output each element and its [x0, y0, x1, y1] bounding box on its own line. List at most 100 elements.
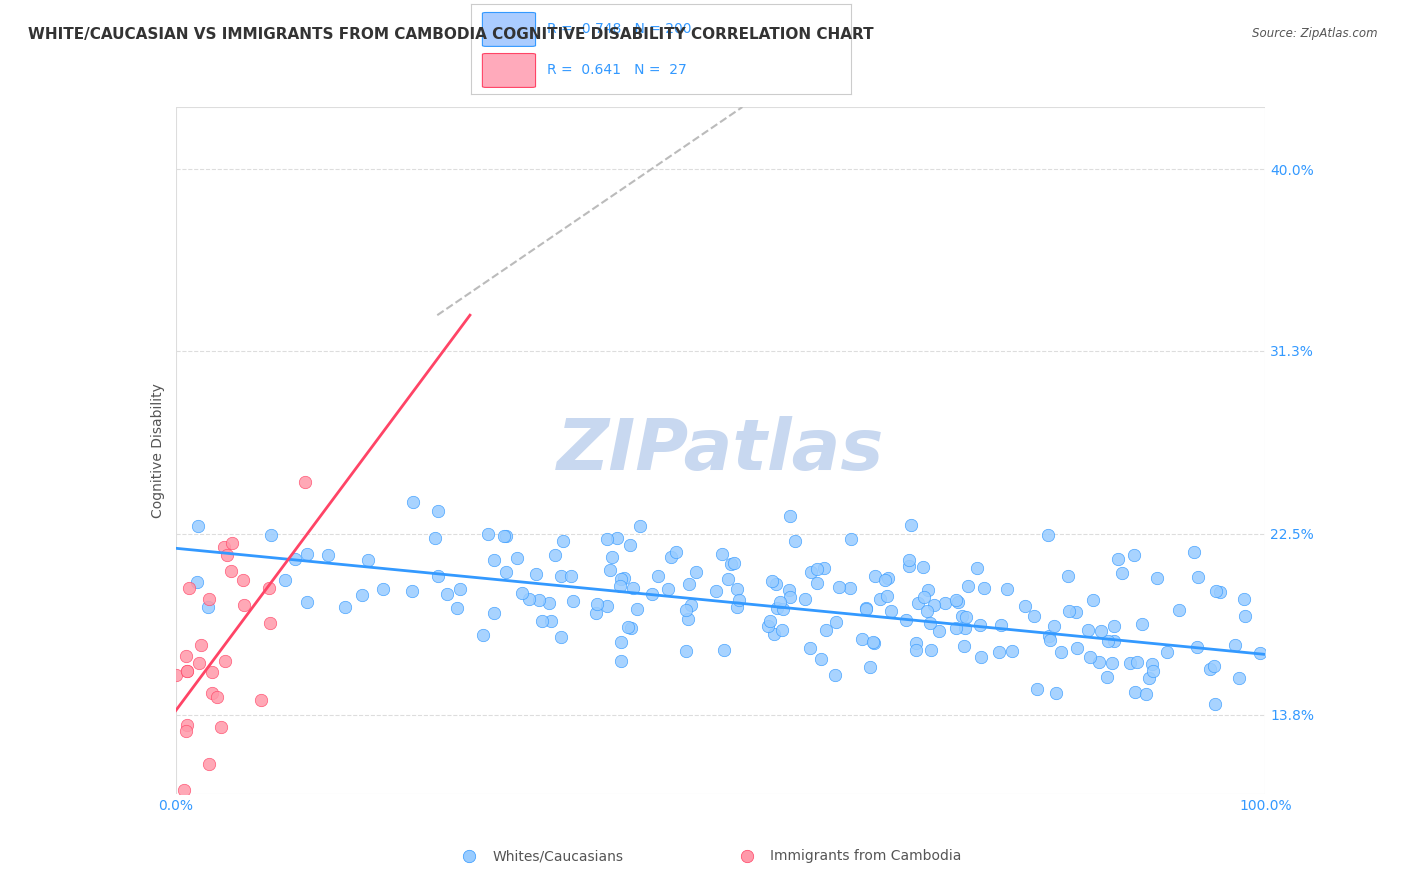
FancyBboxPatch shape	[482, 12, 536, 46]
Point	[1182, 544, 1205, 558]
Point	[1198, 662, 1220, 676]
Point	[1101, 656, 1123, 670]
Point	[190, 638, 212, 652]
Point	[783, 534, 806, 549]
Point	[1119, 656, 1142, 670]
Point	[945, 621, 967, 635]
Point	[1204, 659, 1226, 673]
Point	[212, 541, 235, 555]
Point	[970, 650, 993, 665]
Point	[560, 569, 582, 583]
Point	[918, 615, 941, 630]
Point	[1066, 640, 1088, 655]
Text: WHITE/CAUCASIAN VS IMMIGRANTS FROM CAMBODIA COGNITIVE DISABILITY CORRELATION CHA: WHITE/CAUCASIAN VS IMMIGRANTS FROM CAMBO…	[28, 27, 873, 42]
Point	[735, 849, 758, 863]
Point	[912, 591, 935, 605]
Point	[613, 571, 636, 585]
Point	[769, 595, 792, 609]
Point	[704, 583, 727, 598]
Point	[427, 504, 450, 518]
Point	[1014, 599, 1036, 613]
Point	[779, 509, 801, 524]
Point	[599, 563, 621, 577]
Point	[907, 596, 929, 610]
Point	[1126, 655, 1149, 669]
Point	[922, 598, 945, 612]
Point	[1078, 649, 1101, 664]
Point	[657, 582, 679, 596]
Point	[357, 553, 380, 567]
Point	[209, 720, 232, 734]
Point	[806, 575, 828, 590]
Point	[897, 553, 920, 567]
Point	[1043, 618, 1066, 632]
Point	[855, 602, 877, 616]
Point	[1107, 552, 1129, 566]
Point	[953, 621, 976, 635]
Point	[260, 528, 283, 542]
Point	[1102, 619, 1125, 633]
Point	[957, 579, 980, 593]
Point	[1135, 687, 1157, 701]
Point	[876, 589, 898, 603]
Point	[609, 654, 631, 668]
Point	[446, 600, 468, 615]
Point	[1050, 645, 1073, 659]
Point	[665, 545, 688, 559]
Point	[250, 693, 273, 707]
Point	[904, 636, 927, 650]
Point	[219, 565, 242, 579]
Point	[538, 596, 561, 610]
Point	[257, 581, 280, 595]
Point	[484, 606, 506, 620]
Point	[659, 549, 682, 564]
Point	[756, 619, 779, 633]
Point	[586, 597, 609, 611]
Point	[1038, 633, 1060, 648]
Point	[402, 495, 425, 509]
Point	[562, 593, 585, 607]
Point	[600, 550, 623, 565]
Point	[596, 532, 619, 546]
Point	[1156, 645, 1178, 659]
Point	[1142, 664, 1164, 678]
Point	[550, 569, 572, 583]
Point	[920, 643, 942, 657]
Point	[862, 635, 884, 649]
Point	[512, 585, 534, 599]
Point	[946, 594, 969, 608]
Point	[806, 562, 828, 576]
Point	[855, 601, 877, 615]
Point	[759, 614, 782, 628]
Point	[990, 618, 1012, 632]
Text: R =  0.641   N =  27: R = 0.641 N = 27	[547, 63, 686, 78]
Point	[551, 533, 574, 548]
Point	[969, 618, 991, 632]
Point	[824, 667, 846, 681]
Point	[679, 598, 702, 612]
Point	[585, 606, 607, 620]
Point	[873, 574, 896, 588]
Point	[318, 549, 340, 563]
Point	[723, 556, 745, 570]
Point	[779, 591, 801, 605]
Point	[1097, 670, 1119, 684]
Point	[950, 609, 973, 624]
Point	[1081, 592, 1104, 607]
Point	[794, 591, 817, 606]
Point	[879, 604, 901, 618]
Point	[177, 581, 200, 595]
Point	[165, 668, 187, 682]
Point	[471, 628, 494, 642]
Point	[841, 532, 863, 546]
Point	[934, 596, 956, 610]
Point	[517, 592, 540, 607]
Point	[720, 557, 742, 571]
Point	[1234, 608, 1257, 623]
Point	[770, 624, 793, 638]
Y-axis label: Cognitive Disability: Cognitive Disability	[152, 383, 166, 518]
Point	[458, 849, 481, 863]
Point	[800, 565, 823, 579]
Point	[966, 561, 988, 575]
Point	[858, 659, 880, 673]
